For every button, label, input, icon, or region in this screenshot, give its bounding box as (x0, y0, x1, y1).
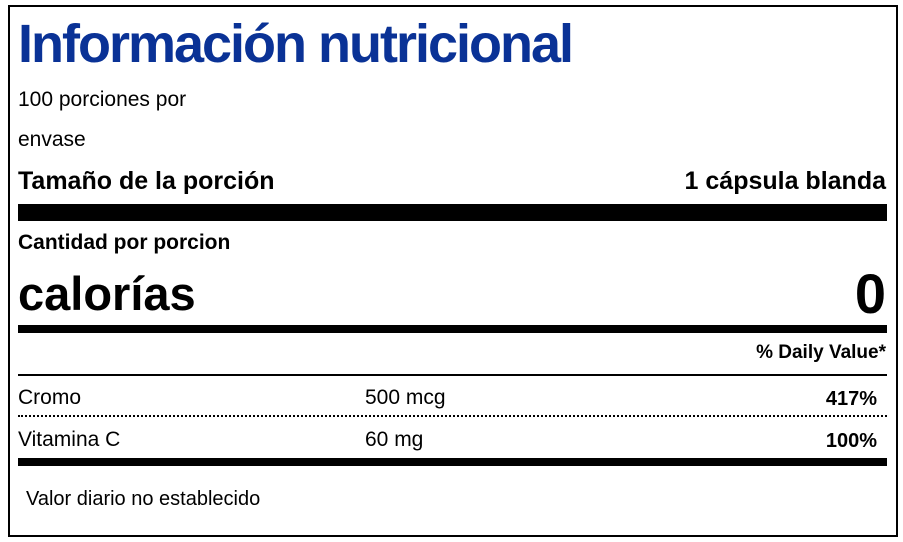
medium-divider (18, 325, 887, 333)
amount-per-serving: Cantidad por porcion (18, 231, 231, 254)
daily-value-header: % Daily Value* (756, 342, 886, 363)
nutrient-dv: 100% (825, 430, 877, 452)
nutrient-name: Vitamina C (18, 428, 121, 451)
footnote: Valor diario no establecido (26, 488, 261, 510)
calories-label: calorías (18, 267, 196, 320)
servings-per-container-line1: 100 porciones por (18, 88, 187, 111)
serving-size-value: 1 cápsula blanda (684, 167, 886, 195)
nutrient-dv: 417% (825, 388, 877, 410)
nutrient-amount: 500 mcg (365, 386, 446, 409)
serving-size-label: Tamaño de la porción (18, 167, 275, 195)
bottom-divider (18, 458, 887, 466)
thin-divider (18, 374, 887, 376)
thick-divider (18, 204, 887, 221)
dotted-divider (18, 415, 887, 417)
nutrition-label (8, 5, 898, 537)
label-title: Información nutricional (18, 14, 574, 74)
servings-per-container-line2: envase (18, 128, 86, 151)
nutrient-name: Cromo (18, 386, 82, 409)
calories-value: 0 (854, 262, 886, 325)
nutrient-amount: 60 mg (365, 428, 424, 451)
